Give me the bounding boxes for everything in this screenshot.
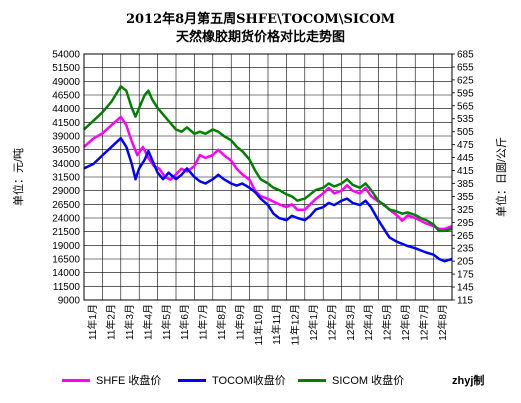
y-tick-left: 26500 [52, 200, 80, 211]
y-tick-right: 505 [457, 127, 474, 138]
legend-label-shfe: SHFE 收盘价 [96, 375, 162, 387]
x-tick-label: 11年1月 [86, 304, 99, 340]
x-tick-label: 12年3月 [344, 304, 357, 341]
y-tick-right: 535 [457, 114, 474, 125]
x-tick-label: 12年6月 [399, 304, 412, 341]
y-tick-left: 41500 [52, 118, 80, 129]
y-tick-right: 235 [457, 244, 474, 255]
y-tick-left: 46500 [52, 91, 80, 102]
x-tick-label: 11年2月 [105, 304, 118, 340]
left-axis: 54000 51500 49000 46500 44000 41500 39000 36500… [52, 50, 80, 307]
x-tick-label: 11年3月 [123, 304, 136, 340]
y-tick-right: 475 [457, 140, 474, 151]
y-tick-right: 205 [457, 257, 474, 268]
x-tick-label: 12年2月 [325, 304, 338, 341]
y-tick-right: 385 [457, 179, 474, 190]
y-tick-right: 595 [457, 88, 474, 99]
y-tick-right: 685 [457, 50, 474, 61]
y-axis-label-right: 单位：日圆/公斤 [494, 137, 508, 217]
y-tick-left: 14000 [52, 268, 80, 279]
plot-frame [83, 53, 453, 301]
x-tick-label: 11年5月 [160, 304, 173, 340]
y-tick-left: 21500 [52, 227, 80, 238]
y-axis-label-left: 单位：元/吨 [11, 148, 25, 206]
legend-item-sicom: SICOM 收盘价 [298, 372, 404, 388]
y-tick-right: 655 [457, 62, 474, 73]
x-tick-label: 11年9月 [233, 304, 246, 340]
y-tick-left: 44000 [52, 104, 80, 115]
credit-label: zhyj制 [452, 375, 485, 387]
y-tick-left: 19000 [52, 241, 80, 252]
chart-subtitle: 天然橡胶期货价格对比走势图 [175, 30, 345, 45]
y-tick-left: 31500 [52, 173, 80, 184]
y-tick-right: 625 [457, 75, 474, 86]
legend-swatch-shfe [62, 378, 90, 382]
x-tick-label: 11年6月 [178, 304, 191, 340]
x-tick-label: 11年10月 [252, 304, 265, 346]
x-tick-label: 11年8月 [215, 304, 228, 340]
y-tick-left: 24000 [52, 214, 80, 225]
y-tick-right: 295 [457, 218, 474, 229]
y-tick-right: 145 [457, 283, 474, 294]
legend-item-shfe: SHFE 收盘价 [62, 372, 161, 388]
y-tick-left: 34000 [52, 159, 80, 170]
y-tick-left: 16500 [52, 255, 80, 266]
y-tick-left: 36500 [52, 145, 80, 156]
y-tick-left: 51500 [52, 63, 80, 74]
x-axis: 11年1月 11年2月 11年3月 11年4月 11年5月 11年6月 11年7月 11年8月… [86, 304, 449, 346]
x-tick-label: 12年5月 [381, 304, 394, 341]
y-tick-right: 415 [457, 166, 474, 177]
chart-title: 2012年8月第五周SHFE\TOCOM\SICOM [125, 12, 396, 27]
legend-item-tocom: TOCOM收盘价 [178, 372, 286, 388]
x-tick-label: 11年4月 [141, 304, 154, 340]
series-group [83, 85, 453, 263]
y-tick-left: 39000 [52, 132, 80, 143]
y-tick-right: 115 [457, 296, 473, 307]
legend-swatch-sicom [298, 378, 326, 382]
price-chart: 54000 51500 49000 46500 44000 41500 39000 36500… [11, 50, 508, 346]
y-tick-right: 325 [457, 205, 474, 216]
x-tick-label: 12年4月 [362, 304, 375, 341]
y-tick-left: 49000 [52, 77, 80, 88]
y-tick-left: 11500 [53, 282, 81, 293]
x-tick-label: 12年1月 [307, 304, 320, 341]
y-tick-right: 355 [457, 192, 474, 203]
x-tick-label: 11年12月 [289, 304, 302, 346]
x-tick-label: 11年7月 [197, 304, 210, 340]
legend-label-sicom: SICOM 收盘价 [332, 375, 405, 387]
grid [83, 53, 453, 301]
y-tick-right: 565 [457, 101, 474, 112]
x-tick-label: 11年11月 [270, 304, 283, 345]
y-tick-left: 29000 [52, 186, 80, 197]
legend: SHFE 收盘价 TOCOM收盘价 SICOM 收盘价 [0, 372, 521, 392]
series-line-1 [83, 136, 453, 263]
y-tick-right: 265 [457, 231, 474, 242]
y-tick-right: 175 [457, 270, 474, 281]
series-line-2 [83, 85, 453, 233]
legend-swatch-tocom [178, 378, 206, 382]
x-tick-label: 12年7月 [417, 304, 430, 341]
legend-label-tocom: TOCOM收盘价 [212, 375, 286, 387]
y-tick-left: 9000 [58, 296, 81, 307]
x-tick-label: 12年8月 [436, 304, 449, 341]
y-tick-left: 54000 [52, 50, 80, 61]
y-tick-right: 445 [457, 153, 474, 164]
